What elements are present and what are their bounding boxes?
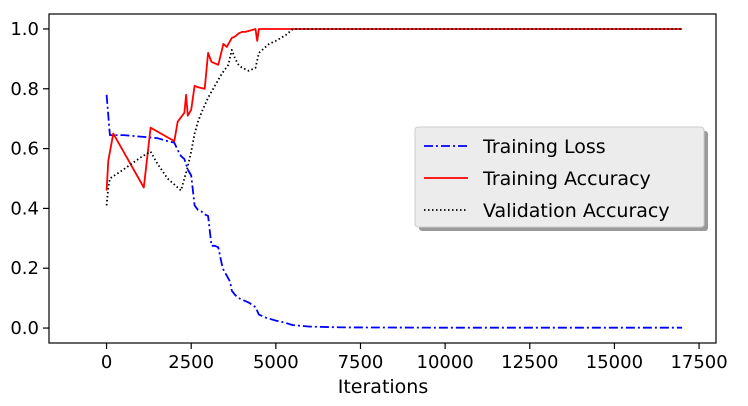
x-tick-label: 7500 [338,352,384,373]
y-tick-label: 0.2 [10,258,39,279]
tick-marks [43,28,700,349]
series-line-validation-accuracy [105,28,683,206]
x-tick-label: 17500 [670,352,727,373]
y-tick-label: 0.4 [10,198,39,219]
legend-label: Validation Accuracy [483,200,670,222]
x-tick-label: 0 [101,352,112,373]
legend: Training Loss Training Accuracy Validation… [414,126,708,231]
x-tick-label: 5000 [253,352,299,373]
y-tick-label: 1.0 [10,19,39,40]
y-tick-label: 0.8 [10,79,39,100]
x-tick-label: 2500 [168,352,214,373]
x-tick-label: 12500 [501,352,558,373]
series-lines [105,28,683,329]
x-tick-label: 10000 [417,352,474,373]
series-line-training-loss [105,94,683,329]
y-tick-label: 0.6 [10,139,39,160]
y-tick-label: 0.0 [10,318,39,339]
legend-entries: Training Loss Training Accuracy Validation… [424,136,670,222]
legend-label: Training Accuracy [482,168,651,190]
series-line-training-accuracy [105,28,683,191]
y-tick-labels: 0.0 0.2 0.4 0.6 0.8 1.0 [10,19,39,339]
x-axis-label: Iterations [338,376,429,398]
legend-label: Training Loss [482,136,606,158]
x-tick-label: 15000 [586,352,643,373]
legend-box [414,126,705,228]
x-tick-labels: 0 2500 5000 7500 10000 12500 15000 17500 [101,352,728,373]
